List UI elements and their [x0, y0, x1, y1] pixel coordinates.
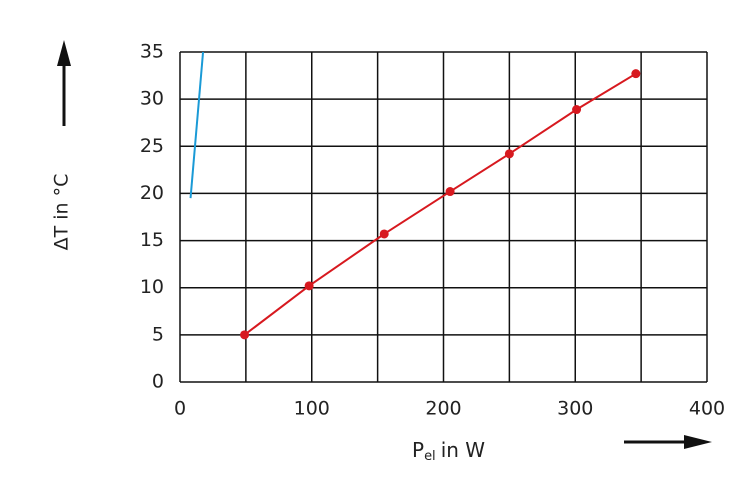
y-tick-label: 5	[152, 323, 164, 345]
x-tick-label: 300	[557, 398, 593, 420]
x-label-subscript: el	[424, 449, 436, 464]
x-arrow-head	[684, 435, 712, 449]
y-arrow-head	[57, 40, 71, 66]
y-tick-label: 25	[140, 135, 164, 157]
x-label-main: P	[412, 438, 424, 462]
y-tick-label: 0	[152, 371, 164, 393]
data-point	[504, 149, 514, 159]
x-label-suffix: in W	[441, 438, 486, 462]
data-point	[379, 229, 389, 239]
x-tick-label: 200	[425, 398, 461, 420]
x-axis-label: Pel in W	[412, 438, 485, 464]
data-point	[304, 281, 314, 291]
data-point	[631, 69, 641, 79]
x-tick-label: 0	[174, 398, 186, 420]
y-axis-label: ΔT in °C	[51, 174, 73, 251]
y-tick-label: 20	[140, 182, 164, 204]
data-point	[572, 105, 582, 115]
y-tick-label: 30	[140, 88, 164, 110]
y-tick-label: 15	[140, 229, 164, 251]
series-line	[189, 52, 205, 199]
data-point	[445, 187, 455, 197]
x-tick-label: 400	[689, 398, 725, 420]
data-point	[240, 330, 250, 340]
y-tick-label: 10	[140, 276, 164, 298]
x-tick-label: 100	[294, 398, 330, 420]
y-tick-label: 35	[140, 41, 164, 63]
